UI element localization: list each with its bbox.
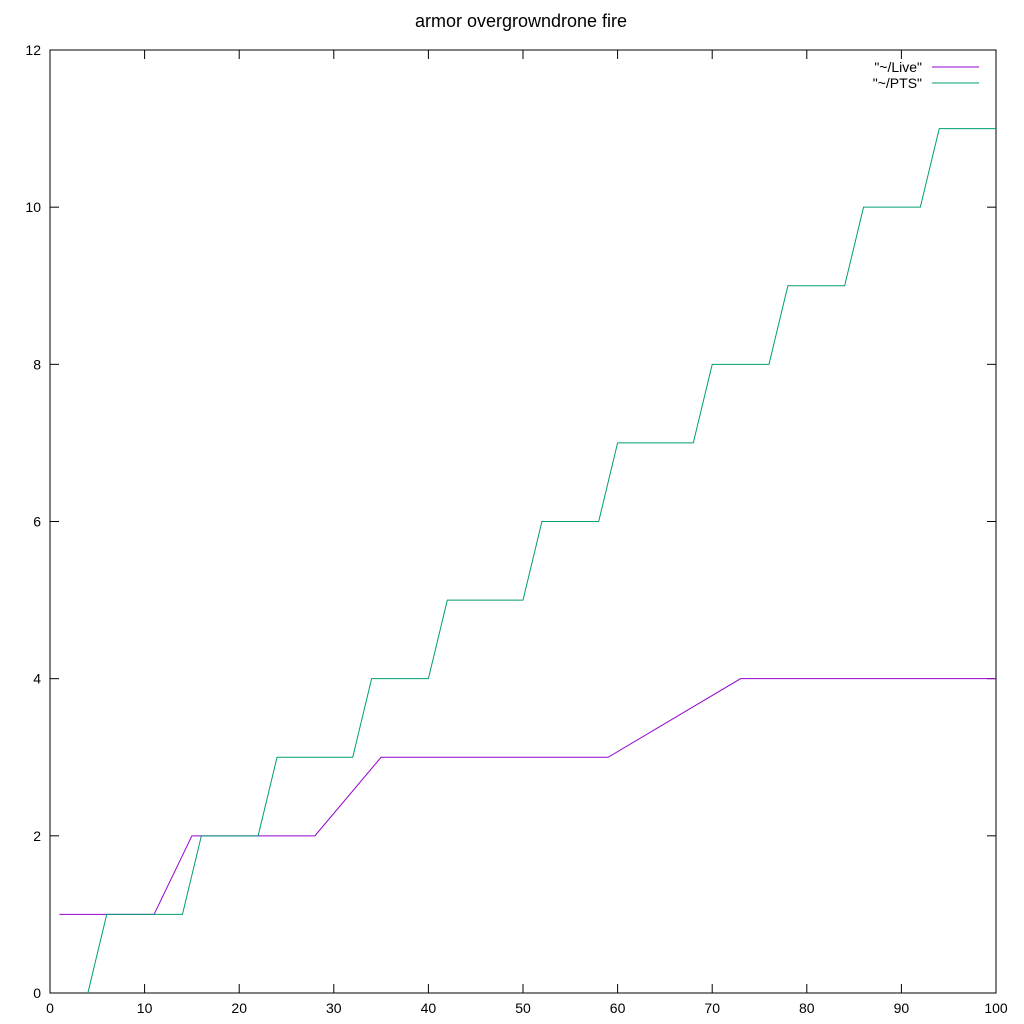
x-tick-label: 0	[46, 1000, 54, 1016]
y-tick-label: 8	[33, 356, 41, 372]
x-tick-label: 50	[515, 1000, 531, 1016]
x-tick-label: 90	[894, 1000, 910, 1016]
y-tick-label: 4	[33, 671, 41, 687]
x-tick-label: 100	[984, 1000, 1008, 1016]
y-tick-label: 0	[33, 985, 41, 1001]
series-lines	[59, 128, 996, 994]
y-tick-label: 12	[25, 42, 41, 58]
x-tick-label: 80	[799, 1000, 815, 1016]
x-tick-label: 10	[137, 1000, 153, 1016]
x-tick-label: 60	[610, 1000, 626, 1016]
series-line-0	[59, 678, 996, 915]
axis-tick-labels: 0 10 20 30 40 50 60 70 80 90 100 0 2 4 6 8 10 12	[25, 42, 1007, 1016]
y-tick-label: 2	[33, 828, 41, 844]
x-tick-label: 40	[421, 1000, 437, 1016]
x-tick-label: 70	[704, 1000, 720, 1016]
y-tick-label: 6	[33, 514, 41, 530]
legend-label-0: "~/Live"	[874, 59, 922, 75]
legend-label-1: "~/PTS"	[873, 75, 922, 91]
legend: "~/Live""~/PTS"	[873, 59, 979, 91]
y-tick-label: 10	[25, 199, 41, 215]
chart-title: armor overgrowndrone fire	[415, 11, 627, 31]
series-line-1	[87, 128, 996, 994]
x-tick-label: 20	[231, 1000, 247, 1016]
x-tick-label: 30	[326, 1000, 342, 1016]
